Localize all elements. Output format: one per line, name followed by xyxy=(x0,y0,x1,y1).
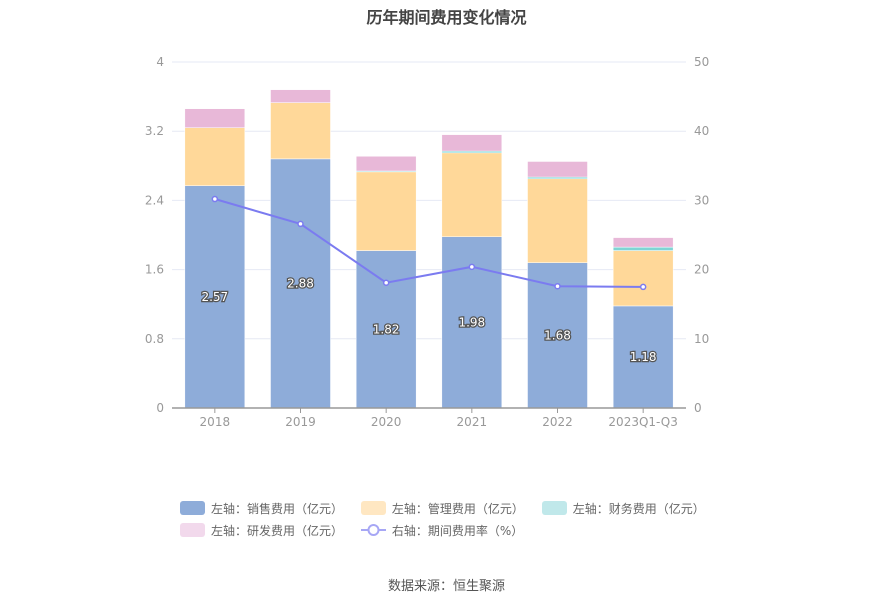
chart-title: 历年期间费用变化情况 xyxy=(366,8,527,27)
x-axis-tick-label: 2021 xyxy=(457,415,488,429)
rate-line xyxy=(214,198,644,288)
left-axis-tick-label: 0.8 xyxy=(145,332,164,346)
bar-segment xyxy=(270,158,331,409)
bar-segment xyxy=(270,89,331,103)
legend-swatch xyxy=(360,501,386,515)
right-axis-tick-label: 30 xyxy=(694,193,709,207)
legend-item-finance[interactable]: 左轴：财务费用（亿元） xyxy=(541,497,705,519)
left-axis-tick-label: 4 xyxy=(156,55,164,69)
bar-data-label: 2.88 xyxy=(287,276,314,290)
right-axis-tick-label: 0 xyxy=(694,401,702,415)
rate-point xyxy=(554,282,561,290)
bar-data-label: 1.68 xyxy=(544,328,571,342)
legend-swatch xyxy=(180,523,205,537)
right-axis-tick-label: 50 xyxy=(694,55,709,69)
left-axis-tick-label: 1.6 xyxy=(145,263,164,277)
legend-label: 左轴：销售费用（亿元） xyxy=(211,501,344,516)
legend-label: 左轴：管理费用（亿元） xyxy=(391,501,524,516)
bar-segment xyxy=(612,250,674,307)
rate-point xyxy=(639,283,647,291)
rate-point xyxy=(211,195,219,203)
bar-segment xyxy=(527,178,588,263)
legend: 左轴：销售费用（亿元） 左轴：管理费用（亿元） 左轴：财务费用（亿元） 左轴：研… xyxy=(180,497,740,541)
bar-segment xyxy=(612,237,674,248)
bar-segment xyxy=(527,161,588,178)
legend-swatch xyxy=(180,501,205,515)
legend-item-sales[interactable]: 左轴：销售费用（亿元） xyxy=(180,497,343,519)
bar-segment xyxy=(270,102,331,160)
bar-segment xyxy=(612,246,674,251)
bar-segment xyxy=(441,134,503,152)
bar-segment xyxy=(184,185,246,409)
rate-point xyxy=(468,263,476,271)
legend-swatch xyxy=(541,501,567,515)
x-axis-tick-label: 2020 xyxy=(371,415,402,429)
left-axis-tick-label: 3.2 xyxy=(145,124,164,138)
bar-data-label: 1.82 xyxy=(373,322,400,336)
rate-point xyxy=(382,279,390,286)
x-axis-tick-label: 2018 xyxy=(200,415,231,429)
x-axis-tick-label: 2022 xyxy=(542,415,573,429)
right-axis-tick-label: 10 xyxy=(694,332,709,346)
bar-data-label: 1.18 xyxy=(630,350,657,364)
legend-line-circle-icon xyxy=(360,523,386,537)
bar-data-label: 2.57 xyxy=(201,290,228,304)
bar-segment xyxy=(355,156,417,172)
x-axis-tick-label: 2023Q1-Q3 xyxy=(608,415,677,429)
bar-segment xyxy=(355,250,417,409)
legend-item-rate[interactable]: 右轴：期间费用率（%） xyxy=(360,519,524,541)
bar-segment xyxy=(355,171,417,251)
bar-segment xyxy=(441,150,503,154)
bar-segment xyxy=(441,152,503,237)
data-source: 数据来源：恒生聚源 xyxy=(387,579,505,594)
legend-label: 左轴：财务费用（亿元） xyxy=(572,501,705,516)
x-axis-tick-label: 2019 xyxy=(285,415,316,429)
bar-segment xyxy=(527,176,588,180)
bar-segment xyxy=(184,108,246,128)
legend-item-rnd[interactable]: 左轴：研发费用（亿元） xyxy=(180,519,343,541)
left-axis-tick-label: 0 xyxy=(156,401,164,415)
right-axis-tick-label: 20 xyxy=(694,263,709,277)
rate-point xyxy=(297,220,304,228)
legend-label: 左轴：研发费用（亿元） xyxy=(211,523,344,538)
right-axis-tick-label: 40 xyxy=(694,124,709,138)
legend-label: 右轴：期间费用率（%） xyxy=(391,523,524,538)
bar-data-label: 1.98 xyxy=(458,315,485,329)
legend-item-admin[interactable]: 左轴：管理费用（亿元） xyxy=(360,497,524,519)
left-axis-tick-label: 2.4 xyxy=(145,193,164,207)
bar-segment xyxy=(184,127,246,186)
